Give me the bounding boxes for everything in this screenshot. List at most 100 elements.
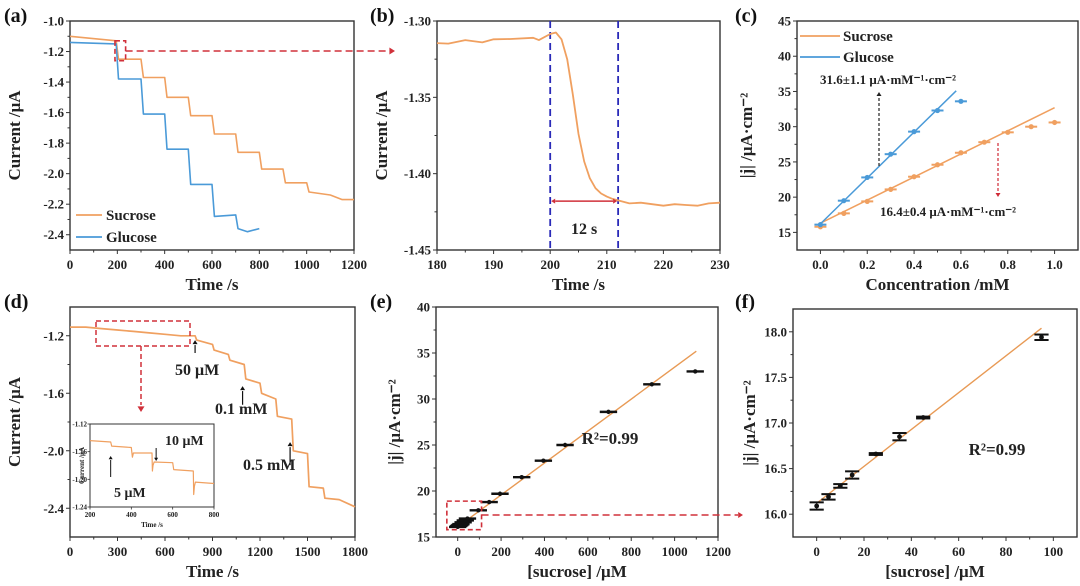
- concentration-label: 0.5 mM: [243, 457, 295, 474]
- panel-label: (e): [370, 291, 392, 313]
- x-axis-title: Concentration /mM: [865, 275, 1009, 294]
- x-tick-label: 230: [710, 257, 730, 272]
- inset-y-tick-label: -1.16: [72, 448, 87, 456]
- y-axis-title: |j| /μA·cm⁻²: [740, 380, 759, 465]
- y-axis-title: |j| /μA·cm⁻²: [385, 379, 404, 464]
- y-tick-label: -2.2: [43, 197, 64, 212]
- y-tick-label: -1.6: [43, 105, 64, 120]
- r-squared-label: R²=0.99: [582, 429, 639, 448]
- x-tick-label: 0.8: [1000, 257, 1017, 272]
- inset-x-axis-title: Time /s: [141, 521, 163, 529]
- panel-d: 0 300 600 900 1200 1500 1800 -1.2 -1.6 -2.0 -2.4 Ti…: [4, 291, 368, 581]
- data-point-glucose: [817, 222, 824, 228]
- data-point: [873, 451, 879, 457]
- data-point-sucrose: [864, 198, 870, 204]
- y-axis-title: Current /μA: [5, 90, 24, 181]
- y-tick-label: -1.2: [43, 44, 64, 59]
- series-line-sucrose: [70, 326, 356, 508]
- concentration-label: 0.1 mM: [215, 401, 267, 418]
- inset: 200 400 600 800 -1.12 -1.16 -1.20 -1.24 Time /s C…: [72, 421, 219, 530]
- x-axis-title: [sucrose] /μM: [885, 562, 985, 581]
- y-tick-label: 20: [778, 190, 791, 205]
- legend-label-sucrose: Sucrose: [106, 208, 156, 224]
- arrow-head: [995, 193, 1001, 197]
- y-axis-title: |j| /μA·cm⁻²: [737, 93, 756, 178]
- x-tick-label: 600: [155, 544, 175, 559]
- data-point: [649, 382, 655, 387]
- arrow-head: [876, 92, 882, 96]
- y-tick-label: 40: [417, 300, 430, 315]
- y-tick-label: -1.4: [43, 75, 64, 90]
- x-axis-title: Time /s: [552, 275, 605, 294]
- y-tick-label: 16.0: [764, 507, 787, 522]
- x-tick-label: 600: [578, 544, 598, 559]
- y-tick-label: -2.0: [43, 443, 64, 458]
- panel-f: 0 20 40 60 80 100 16.0 16.5 17.0 17.5 18.0 [sucrose…: [735, 291, 1078, 581]
- inset-y-tick-label: -1.20: [72, 476, 87, 484]
- x-tick-label: 1000: [662, 544, 688, 559]
- data-point-sucrose: [888, 186, 894, 193]
- fit-line: [457, 350, 697, 528]
- y-tick-label: 15: [778, 225, 792, 240]
- data-point: [606, 409, 611, 415]
- x-tick-label: 900: [203, 544, 223, 559]
- data-point: [814, 503, 820, 509]
- x-axis-title: Time /s: [185, 275, 238, 294]
- panel-e: 0 200 400 600 800 1000 1200 15 20 25 30 35 40 [sucros…: [370, 291, 743, 581]
- plot-frame: [435, 306, 719, 538]
- x-tick-label: 1200: [341, 257, 367, 272]
- data-point: [465, 516, 470, 521]
- data-point: [693, 369, 698, 374]
- x-tick-label: 0.4: [906, 257, 923, 272]
- x-tick-label: 1200: [705, 544, 731, 559]
- panel-label: (f): [735, 291, 755, 313]
- inset-y-tick-label: -1.12: [72, 421, 87, 429]
- y-axis-title: Current /μA: [372, 90, 391, 181]
- arrow-head: [551, 198, 556, 204]
- legend-label-glucose: Glucose: [106, 230, 157, 246]
- data-point: [920, 415, 926, 420]
- data-point-sucrose: [958, 150, 964, 156]
- data-point: [476, 508, 481, 513]
- panel-label: (d): [4, 291, 28, 313]
- x-tick-label: 210: [597, 257, 617, 272]
- data-point-glucose: [864, 174, 870, 181]
- y-axis-title: Current /μA: [5, 376, 24, 467]
- data-point: [519, 475, 524, 480]
- x-tick-label: 400: [535, 544, 555, 559]
- x-axis-title: Time /s: [186, 562, 239, 581]
- x-tick-label: 800: [250, 257, 270, 272]
- arrow-head: [108, 456, 113, 460]
- inset-x-tick-label: 800: [209, 511, 220, 519]
- panel-label: (b): [370, 5, 394, 27]
- y-tick-label: -1.40: [404, 166, 431, 181]
- x-tick-label: 190: [484, 257, 504, 272]
- panel-b: 180 190 200 210 220 230 -1.30 -1.35 -1.40 -1.45 Ti…: [370, 5, 730, 294]
- data-point-sucrose: [841, 210, 847, 216]
- y-tick-label: 17.0: [764, 416, 787, 431]
- inset-y-tick-label: -1.24: [72, 504, 87, 512]
- x-tick-label: 80: [1000, 544, 1013, 559]
- legend-label-sucrose: Sucrose: [843, 29, 893, 45]
- x-tick-label: 180: [427, 257, 447, 272]
- y-tick-label: 40: [778, 49, 791, 64]
- x-tick-label: 1800: [342, 544, 368, 559]
- arrow-head: [192, 340, 198, 345]
- x-tick-label: 0: [67, 257, 74, 272]
- concentration-label: 50 μM: [175, 362, 219, 379]
- arrow-head: [137, 406, 145, 412]
- inset-x-tick-label: 400: [126, 511, 137, 519]
- x-tick-label: 100: [1044, 544, 1064, 559]
- r-squared-label: R²=0.99: [969, 440, 1026, 459]
- data-point-sucrose: [1051, 119, 1058, 126]
- inset-x-tick-label: 200: [85, 511, 96, 519]
- data-point-sucrose: [911, 174, 917, 180]
- x-tick-label: 40: [905, 544, 918, 559]
- x-tick-label: 0: [813, 544, 820, 559]
- x-tick-label: 60: [952, 544, 965, 559]
- panel-a: 0 200 400 600 800 1000 1200 -1.0 -1.2 -1.4 -1.6 -1.…: [4, 5, 395, 294]
- inset-series-line: [89, 440, 215, 496]
- y-tick-label: -1.8: [43, 136, 64, 151]
- panel-label: (c): [735, 5, 757, 27]
- series-line-glucose: [69, 41, 260, 233]
